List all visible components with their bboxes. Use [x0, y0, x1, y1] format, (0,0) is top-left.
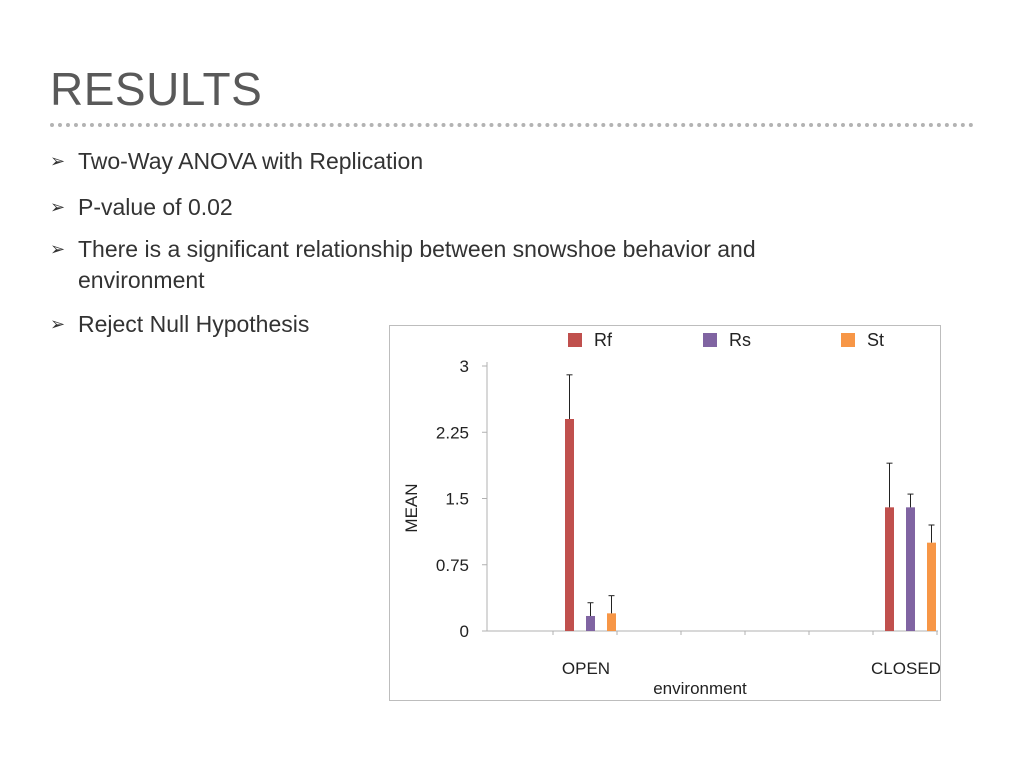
bar-rf-open	[565, 419, 574, 631]
bar-rs-open	[586, 615, 595, 631]
slide-title: RESULTS	[50, 63, 263, 115]
legend-label-rs: Rs	[729, 329, 751, 350]
bar-st-closed	[927, 542, 936, 631]
bullet-text: Reject Null Hypothesis	[78, 311, 310, 337]
y-tick-label: 1.5	[445, 490, 469, 509]
bar-rs-closed	[906, 507, 915, 631]
bullet-arrow-icon: ➢	[50, 239, 66, 259]
bullet-item: ➢ Two-Way ANOVA with Replication	[50, 146, 850, 177]
bullet-text: Two-Way ANOVA with Replication	[78, 148, 424, 174]
title-divider	[50, 123, 974, 127]
y-tick-label: 2.25	[436, 423, 469, 442]
x-axis-label: environment	[653, 679, 747, 698]
bullet-item: ➢ Reject Null Hypothesis	[50, 309, 850, 340]
legend-label-st: St	[867, 329, 885, 350]
legend-item-rs: Rs	[703, 326, 751, 354]
legend-swatch-rf	[568, 333, 582, 347]
bullet-item: ➢ There is a significant relationship be…	[50, 234, 850, 296]
bar-st-open	[607, 613, 616, 631]
y-tick-label: 0	[460, 622, 469, 641]
legend-swatch-rs	[703, 333, 717, 347]
bullet-list: ➢ Two-Way ANOVA with Replication ➢ P-val…	[50, 146, 850, 340]
legend-label-rf: Rf	[594, 329, 612, 350]
legend-swatch-st	[841, 333, 855, 347]
bullet-arrow-icon: ➢	[50, 314, 66, 334]
x-tick-label: OPEN	[562, 659, 610, 678]
y-tick-label: 3	[460, 357, 469, 376]
plot-area: 0 0.75 1.5 2.25 3 OPEN CLOSED	[436, 357, 940, 678]
bullet-text: There is a significant relationship betw…	[78, 236, 756, 293]
legend-item-st: St	[841, 326, 884, 354]
y-tick-label: 0.75	[436, 556, 469, 575]
legend-item-rf: Rf	[568, 326, 612, 354]
x-tick-label: CLOSED	[871, 659, 940, 678]
bullet-arrow-icon: ➢	[50, 151, 66, 171]
bullet-arrow-icon: ➢	[50, 197, 66, 217]
bullet-item: ➢ P-value of 0.02	[50, 192, 850, 223]
bar-rf-closed	[885, 507, 894, 631]
bar-chart: Rf Rs St MEAN environment 0 0.75 1.5 2.25 3 O…	[389, 325, 941, 701]
bullet-text: P-value of 0.02	[78, 194, 233, 220]
